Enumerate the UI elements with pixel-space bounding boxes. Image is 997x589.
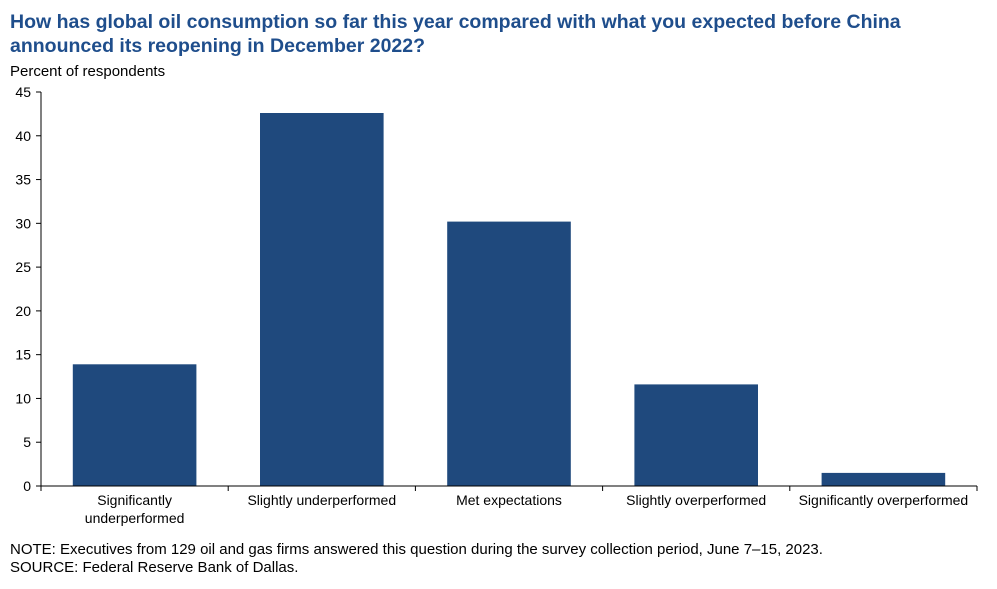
y-tick-label: 20 [15, 303, 31, 319]
y-axis-label: Percent of respondents [10, 63, 166, 80]
bar-2 [447, 221, 571, 486]
y-tick-label: 15 [15, 347, 31, 363]
y-tick-label: 30 [15, 215, 31, 231]
x-tick-label: Met expectations [456, 492, 562, 508]
y-axis: 0 5 10 15 20 25 30 35 40 45 [15, 84, 42, 494]
y-tick-label: 0 [23, 478, 31, 494]
y-tick-label: 40 [15, 128, 31, 144]
y-tick-label: 35 [15, 172, 31, 188]
x-tick-label: Significantly underperformed [85, 492, 185, 526]
y-tick-label: 5 [23, 434, 31, 450]
y-tick-label: 45 [15, 84, 31, 100]
x-tick-label: Significantly overperformed [799, 492, 969, 508]
note-text: NOTE: Executives from 129 oil and gas fi… [10, 541, 823, 558]
bars-group [72, 113, 946, 486]
footnotes: NOTE: Executives from 129 oil and gas fi… [10, 541, 823, 577]
bar-chart: 0 5 10 15 20 25 30 35 40 45 Significantly underper… [15, 84, 978, 526]
y-tick-label: 25 [15, 259, 31, 275]
x-tick-label: Slightly overperformed [626, 492, 766, 508]
bar-1 [260, 113, 384, 486]
bar-0 [72, 364, 197, 486]
x-axis: Significantly underperformed Slightly unde… [40, 485, 978, 526]
x-tick-label: Slightly underperformed [247, 492, 396, 508]
bar-4 [821, 472, 946, 486]
y-tick-label: 10 [15, 390, 31, 406]
source-text: SOURCE: Federal Reserve Bank of Dallas. [10, 559, 299, 576]
chart-title: How has global oil consumption so far th… [10, 11, 901, 57]
bar-3 [634, 384, 758, 486]
